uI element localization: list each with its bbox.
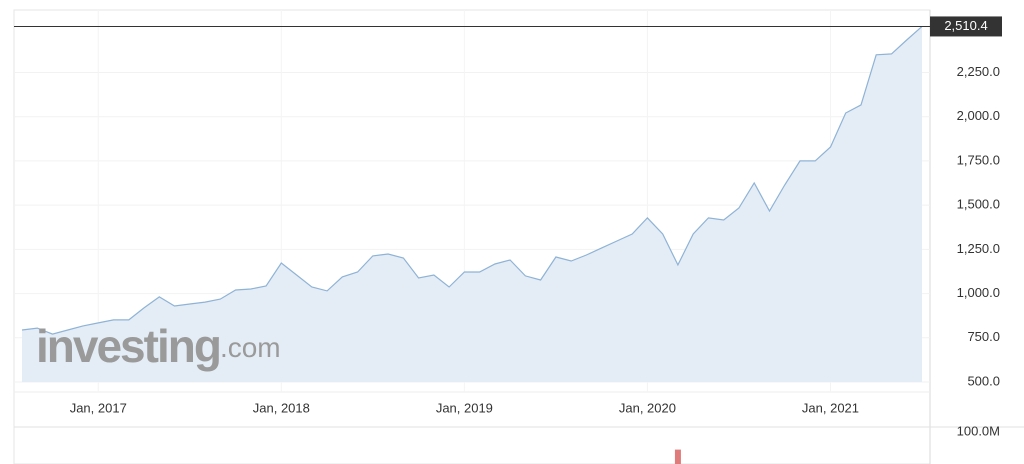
y-tick-label: 2,000.0 [957,108,1000,123]
current-price-label: 2,510.4 [944,18,987,33]
y-tick-label: 1,000.0 [957,285,1000,300]
watermark-suffix: .com [220,332,281,363]
y-tick-label: 500.0 [967,373,1000,388]
x-tick-label: Jan, 2017 [70,400,127,415]
current-price-box [930,16,1002,37]
area [22,26,922,383]
y-tick-label: 2,250.0 [957,64,1000,79]
volume-bar [674,449,681,464]
x-tick-label: Jan, 2020 [619,400,676,415]
x-tick-label: Jan, 2019 [436,400,493,415]
watermark: investing.com [36,320,281,372]
y-tick-label: 1,500.0 [957,197,1000,212]
y-tick-label: 1,750.0 [957,152,1000,167]
volume-tick-label: 100.0M [957,423,1000,438]
y-tick-label: 750.0 [967,329,1000,344]
watermark-brand: investing [36,320,220,372]
x-tick-label: Jan, 2021 [802,400,859,415]
price-line [21,25,923,335]
x-tick-label: Jan, 2018 [253,400,310,415]
y-tick-label: 1,250.0 [957,241,1000,256]
